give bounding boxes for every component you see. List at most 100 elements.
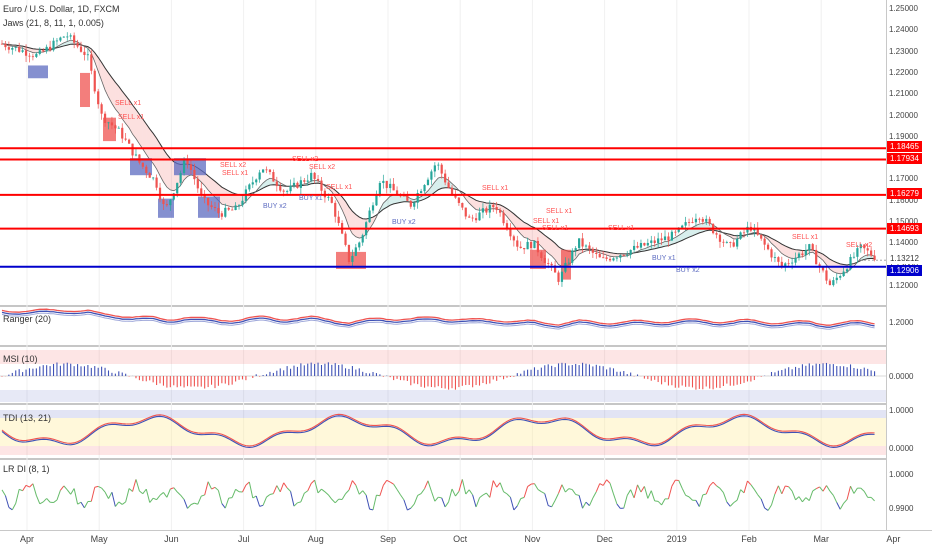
candle-body [647, 243, 649, 245]
time-tick-label: Aug [308, 534, 324, 544]
msi-upper-zone [0, 350, 886, 364]
candle-body [210, 205, 212, 207]
candle-body [73, 35, 75, 42]
candle-body [447, 182, 449, 187]
candle-body [15, 47, 17, 48]
candle-body [90, 54, 92, 70]
candle-body [836, 278, 838, 280]
price-tick-label: 1.23000 [889, 47, 918, 56]
candle-body [224, 208, 226, 217]
sell-signal-label: SELL x2 [846, 242, 872, 249]
candle-body [705, 219, 707, 222]
support-price-tag: 1.12906 [887, 265, 922, 276]
candle-body [149, 173, 151, 178]
candle-body [664, 236, 666, 240]
candle-body [636, 246, 638, 248]
candle-body [513, 236, 515, 240]
candle-body [83, 52, 85, 55]
candle-body [238, 205, 240, 206]
candle-body [832, 280, 834, 285]
candle-body [537, 241, 539, 252]
candle-body [681, 226, 683, 228]
time-tick-label: Mar [813, 534, 829, 544]
candle-body [585, 246, 587, 247]
candle-body [22, 50, 24, 52]
candle-body [276, 182, 278, 187]
candle-body [362, 235, 364, 242]
jaws-cloud-segment [397, 195, 400, 203]
msi-pane-title: MSI (10) [3, 354, 38, 364]
candle-body [839, 276, 841, 278]
time-tick-label: May [91, 534, 108, 544]
signal-zone-box [130, 158, 152, 175]
candle-body [492, 205, 494, 207]
jaws-cloud-segment [163, 149, 166, 187]
candle-body [128, 140, 130, 144]
candle-body [423, 185, 425, 191]
sell-signal-label: SELL x1 [326, 184, 352, 191]
candle-body [715, 233, 717, 234]
candle-body [286, 191, 288, 192]
candle-body [155, 178, 157, 188]
sell-signal-label: SELL x1 [482, 185, 508, 192]
candle-body [303, 180, 305, 182]
msi-lower-zone [0, 390, 886, 402]
candle-body [643, 243, 645, 245]
jaws-cloud-segment [356, 215, 359, 239]
candle-body [530, 242, 532, 248]
candle-body [451, 188, 453, 195]
candle-body [595, 253, 597, 254]
price-tick-label: 1.25000 [889, 4, 918, 13]
sell-signal-label: SELL x1 [118, 114, 144, 121]
jaws-cloud-segment [153, 133, 156, 169]
price-tick-label: 1.21000 [889, 89, 918, 98]
jaws-cloud-segment [115, 82, 118, 113]
candle-body [571, 250, 573, 262]
signal-zone-box [158, 199, 174, 218]
candle-body [166, 204, 168, 205]
candle-body [527, 242, 529, 249]
candle-body [221, 213, 223, 216]
candle-body [317, 179, 319, 181]
candle-body [427, 180, 429, 185]
candle-body [461, 203, 463, 208]
tdi-lower-zone [0, 446, 886, 455]
time-tick-label: Jul [238, 534, 250, 544]
candle-body [516, 240, 518, 246]
candle-body [97, 91, 99, 104]
candle-body [131, 144, 133, 156]
jaws-cloud-segment [352, 211, 355, 237]
candle-body [602, 257, 604, 258]
buy-signal-label: BUY x2 [676, 267, 700, 274]
candle-body [331, 197, 333, 203]
sell-signal-label: SELL x1 [546, 208, 572, 215]
candle-body [733, 242, 735, 246]
candle-body [235, 205, 237, 210]
candle-body [667, 236, 669, 240]
candle-body [441, 165, 443, 174]
candle-body [815, 250, 817, 264]
candle-body [788, 263, 790, 264]
candle-body [159, 188, 161, 200]
candle-body [358, 243, 360, 248]
candle-body [107, 122, 109, 123]
candle-body [114, 125, 116, 128]
signal-zone-box [28, 65, 48, 78]
current-price-tag: 1.13212 [887, 253, 922, 264]
chart-plot-area[interactable] [0, 0, 886, 530]
candle-body [578, 238, 580, 248]
candle-body [533, 241, 535, 248]
candle-body [520, 247, 522, 248]
candle-body [630, 250, 632, 255]
candle-body [66, 37, 68, 38]
candle-body [169, 200, 171, 206]
sell-signal-label: SELL x1 [608, 225, 634, 232]
candle-body [616, 258, 618, 259]
candle-body [825, 270, 827, 280]
symbol-title: Euro / U.S. Dollar, 1D, FXCM [3, 4, 120, 14]
ranger-axis-label: 1.2000 [889, 318, 913, 327]
pane-background [0, 459, 886, 530]
candle-body [18, 47, 20, 52]
chart-canvas[interactable] [0, 0, 886, 530]
candle-body [437, 165, 439, 166]
